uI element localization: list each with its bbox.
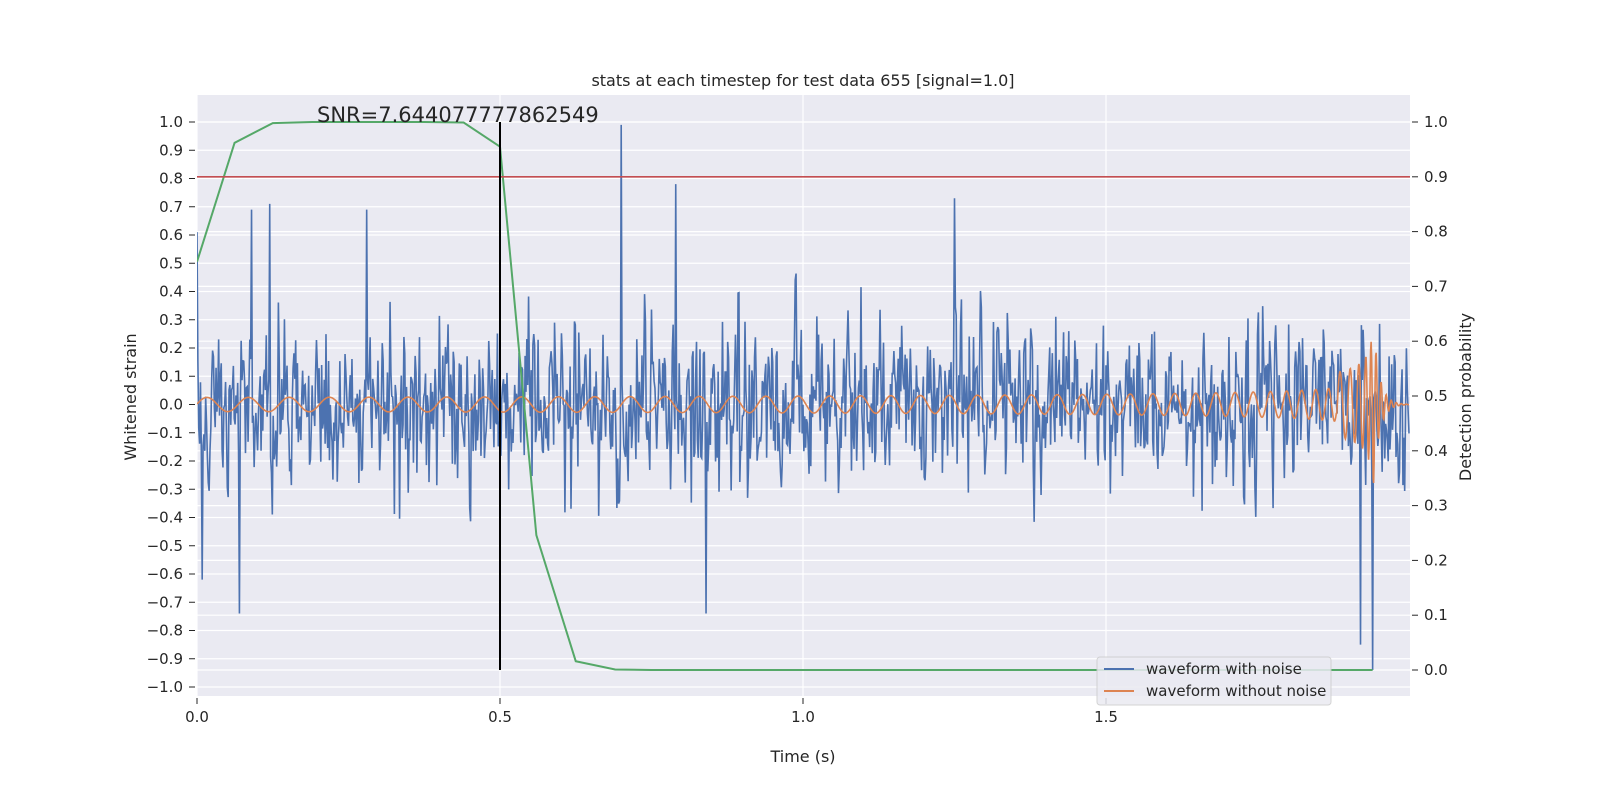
x-tick-label: 0.0 bbox=[185, 708, 209, 726]
legend-box bbox=[1096, 656, 1332, 706]
y-tick-label-left: 0.2 bbox=[159, 339, 183, 357]
y-tick-label-left: −0.1 bbox=[147, 424, 183, 442]
y-tick-label-right: 0.7 bbox=[1424, 277, 1448, 295]
x-axis-label: Time (s) bbox=[769, 747, 835, 766]
y-tick-label-left: −0.5 bbox=[147, 537, 183, 555]
x-tick-label: 0.5 bbox=[488, 708, 512, 726]
y-tick-label-right: 0.1 bbox=[1424, 606, 1448, 624]
series-line-waveform-with-noise bbox=[197, 124, 1410, 671]
y-tick-label-right: 0.9 bbox=[1424, 168, 1448, 186]
y-tick-label-right: 0.5 bbox=[1424, 387, 1448, 405]
legend-label-noise: waveform with noise bbox=[1146, 660, 1302, 678]
y-tick-label-right: 0.6 bbox=[1424, 332, 1448, 350]
y-tick-label-left: 1.0 bbox=[159, 113, 183, 131]
y-axis-label-right: Detection probability bbox=[1456, 313, 1475, 481]
y-tick-label-right: 0.3 bbox=[1424, 497, 1448, 515]
y-tick-label-right: 1.0 bbox=[1424, 113, 1448, 131]
legend: waveform with noise waveform without noi… bbox=[1096, 656, 1332, 706]
y-tick-label-left: 0.4 bbox=[159, 283, 183, 301]
series-line-detection-probability bbox=[197, 121, 1373, 671]
y-tick-label-left: 0.3 bbox=[159, 311, 183, 329]
y-tick-label-left: 0.5 bbox=[159, 254, 183, 272]
y-tick-label-right: 0.8 bbox=[1424, 223, 1448, 241]
legend-label-clean: waveform without noise bbox=[1146, 682, 1326, 700]
y-tick-label-left: 0.0 bbox=[159, 396, 183, 414]
y-tick-label-left: −0.3 bbox=[147, 480, 183, 498]
y-tick-label-left: −0.4 bbox=[147, 509, 183, 527]
y-axis-label-left: Whitened strain bbox=[121, 333, 140, 460]
y-tick-label-left: −1.0 bbox=[147, 678, 183, 696]
chart-title: stats at each timestep for test data 655… bbox=[591, 71, 1014, 90]
y-tick-label-left: 0.7 bbox=[159, 198, 183, 216]
y-tick-label-left: 0.8 bbox=[159, 170, 183, 188]
y-tick-label-right: 0.4 bbox=[1424, 442, 1448, 460]
y-tick-label-left: −0.9 bbox=[147, 650, 183, 668]
y-tick-label-left: 0.9 bbox=[159, 141, 183, 159]
y-tick-label-left: 0.6 bbox=[159, 226, 183, 244]
y-tick-label-left: 0.1 bbox=[159, 367, 183, 385]
series-line-waveform-without-noise bbox=[197, 341, 1410, 484]
y-tick-label-left: −0.7 bbox=[147, 593, 183, 611]
y-tick-label-left: −0.8 bbox=[147, 622, 183, 640]
y-tick-label-left: −0.6 bbox=[147, 565, 183, 583]
y-tick-label-left: −0.2 bbox=[147, 452, 183, 470]
x-tick-label: 1.0 bbox=[791, 708, 815, 726]
x-tick-label: 1.5 bbox=[1094, 708, 1118, 726]
y-tick-label-right: 0.2 bbox=[1424, 551, 1448, 569]
y-tick-label-right: 0.0 bbox=[1424, 661, 1448, 679]
snr-annotation: SNR=7.644077777862549 bbox=[317, 103, 599, 127]
